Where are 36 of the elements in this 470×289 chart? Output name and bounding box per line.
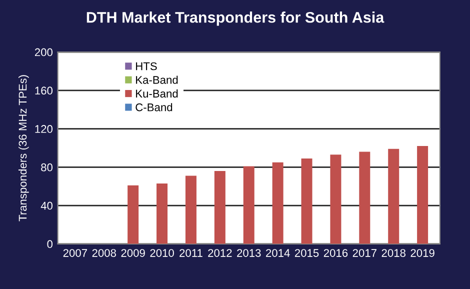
x-tick-label: 2014 [266, 249, 290, 257]
legend-label: C-Band [136, 103, 172, 112]
x-tick-label: 2019 [410, 249, 434, 257]
x-tick-label: 2008 [92, 249, 116, 257]
x-tick-label: 2018 [382, 249, 406, 257]
x-tick-label: 2010 [150, 249, 174, 257]
legend-label: Ku-Band [136, 89, 178, 98]
x-tick-label: 2009 [121, 249, 145, 257]
x-tick-label: 2011 [180, 249, 202, 257]
y-tick-label: 160 [35, 86, 53, 95]
bar [417, 146, 428, 244]
bar [388, 148, 400, 244]
y-tick-label: 80 [41, 163, 53, 172]
x-tick-label: 2013 [237, 249, 261, 257]
y-tick-label: 0 [47, 240, 53, 248]
bar [156, 183, 168, 244]
bar [272, 162, 284, 244]
bar [185, 176, 196, 244]
bar [128, 185, 139, 244]
x-tick-label: 2012 [208, 249, 232, 257]
bar [301, 158, 312, 244]
bar [243, 166, 254, 244]
y-tick-label: 200 [34, 48, 53, 56]
y-tick-label: 120 [35, 125, 53, 133]
x-tick-label: 2016 [324, 249, 348, 257]
legend-label: Ka-Band [136, 76, 178, 84]
y-tick-label: 40 [40, 202, 53, 210]
bar [359, 152, 370, 244]
x-tick-label: 2015 [294, 249, 319, 257]
chart-title: DTH Market Transponders for South Asia [86, 12, 384, 26]
x-tick-label: 2007 [63, 249, 87, 257]
legend-label: HTS [136, 62, 157, 70]
bar [214, 170, 226, 244]
x-tick-label: 2017 [352, 249, 376, 257]
bar [330, 154, 342, 244]
y-axis-title: Transponders (36 MHz TPEs) [18, 75, 29, 222]
